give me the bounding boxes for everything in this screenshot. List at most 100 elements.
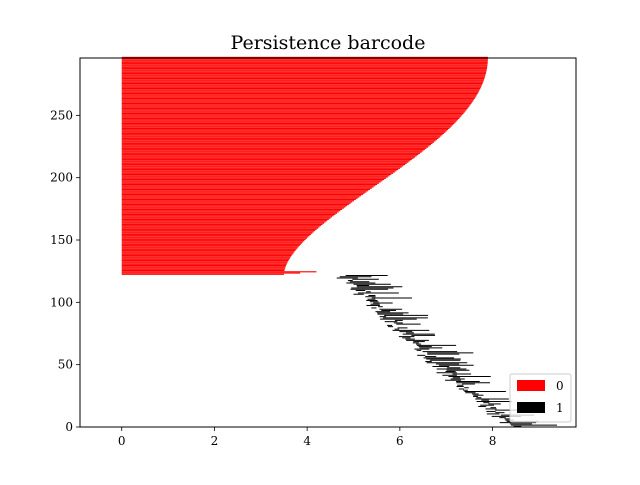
bar-series-0 — [121, 202, 351, 204]
bar-series-0 — [121, 265, 287, 267]
bar-series-0 — [121, 164, 406, 166]
bar-series-0 — [121, 127, 450, 129]
bar-series-0 — [121, 236, 309, 238]
x-tick-label: 2 — [211, 434, 219, 448]
bar-series-0 — [121, 122, 455, 125]
y-tick-label: 250 — [50, 108, 73, 122]
bar-series-0 — [121, 220, 328, 222]
bar-series-0 — [121, 125, 452, 127]
bar-series-0 — [121, 90, 480, 92]
bar-series-0 — [121, 223, 323, 225]
legend-swatch-1 — [517, 402, 545, 413]
bar-series-0 — [121, 70, 487, 72]
bar-series-0 — [121, 58, 488, 60]
bar-series-0 — [121, 124, 454, 126]
bar-series-0 — [121, 211, 339, 213]
bar-series-0 — [121, 87, 481, 90]
bar-series-0 — [121, 251, 295, 253]
bar-series-0 — [121, 79, 484, 81]
bar-series-0 — [121, 159, 412, 161]
bar-series-0 — [121, 76, 485, 78]
legend-label-1: 1 — [556, 401, 564, 415]
bar-series-0 — [121, 268, 285, 270]
bar-series-0 — [121, 119, 459, 121]
bar-series-0 — [121, 205, 348, 207]
bar-series-0 — [121, 109, 467, 111]
bar-series-0 — [121, 56, 488, 58]
bar-series-0 — [121, 216, 333, 218]
bar-series-0 — [121, 92, 478, 95]
bar-series-0 — [121, 146, 428, 148]
bar-series-0 — [121, 187, 372, 189]
bar-series-0 — [121, 121, 456, 123]
bar-series-0 — [121, 156, 416, 158]
bar-series-0 — [121, 210, 341, 212]
bar-series-0 — [121, 68, 487, 70]
bar-series-0 — [121, 152, 421, 154]
bar-series-0 — [121, 253, 293, 255]
bar-series-0 — [121, 256, 291, 258]
bar-series-0 — [121, 198, 356, 201]
bar-series-0 — [121, 157, 414, 159]
bar-series-0 — [121, 162, 407, 164]
x-tick-label: 0 — [118, 434, 126, 448]
bar-series-0 — [121, 112, 464, 115]
bar-series-0 — [121, 85, 482, 87]
bar-series-0 — [121, 242, 302, 244]
y-axis: 0 50 100 150 200 250 — [50, 108, 80, 434]
x-tick-label: 4 — [303, 434, 311, 448]
y-tick-label: 200 — [50, 171, 73, 185]
bar-series-0 — [121, 86, 481, 88]
bar-series-0 — [121, 155, 417, 157]
bar-series-0 — [121, 166, 402, 168]
bar-series-0 — [121, 105, 470, 107]
bar-series-0 — [121, 78, 485, 80]
bar-series-0 — [121, 181, 381, 183]
legend: 0 1 — [509, 373, 572, 423]
bar-series-0 — [121, 191, 367, 193]
bar-series-0 — [121, 269, 285, 272]
bar-series-0 — [121, 245, 300, 247]
bar-series-0 — [121, 94, 478, 96]
bar-series-0 — [121, 97, 475, 100]
bar-series-0 — [121, 273, 284, 275]
bar-series-0 — [121, 240, 305, 242]
bar-series-0 — [121, 241, 304, 243]
bar-series-0 — [121, 185, 376, 187]
bar-series-0 — [121, 81, 484, 83]
x-axis: 0 2 4 6 8 — [118, 427, 496, 448]
bar-series-0 — [121, 169, 399, 171]
bar-series-0 — [121, 69, 487, 71]
bar-series-0 — [121, 99, 474, 101]
x-tick-label: 8 — [489, 434, 497, 448]
bar-series-0 — [121, 142, 433, 144]
bar-series-0 — [121, 226, 320, 228]
bar-series-0 — [121, 102, 472, 105]
bar-series-0 — [121, 255, 292, 257]
bar-series-0 — [121, 176, 388, 178]
bar-series-0 — [121, 237, 307, 239]
bar-series-0 — [121, 201, 353, 203]
bar-series-0 — [121, 110, 466, 112]
bar-series-0 — [121, 165, 404, 167]
bar-series-0 — [121, 100, 474, 102]
bar-series-0 — [121, 182, 379, 184]
bar-series-0 — [121, 150, 424, 152]
bar-series-0 — [121, 141, 435, 143]
bar-series-0 — [121, 130, 447, 132]
bar-series-0 — [121, 208, 343, 211]
bar-series-0 — [121, 178, 385, 181]
bar-series-0 — [121, 95, 477, 97]
bar-series-0 — [121, 135, 442, 137]
bar-series-0 — [121, 84, 483, 86]
bar-series-0 — [121, 231, 314, 233]
bar-series-0 — [121, 232, 313, 234]
y-tick-label: 100 — [50, 295, 73, 309]
bar-series-0 — [121, 136, 440, 138]
bar-series-0 — [121, 171, 395, 173]
bar-series-0 — [121, 161, 409, 163]
bar-series-0 — [121, 266, 286, 268]
bar-series-0 — [121, 196, 360, 198]
plot-area — [79, 57, 577, 428]
bar-series-0 — [121, 250, 296, 252]
